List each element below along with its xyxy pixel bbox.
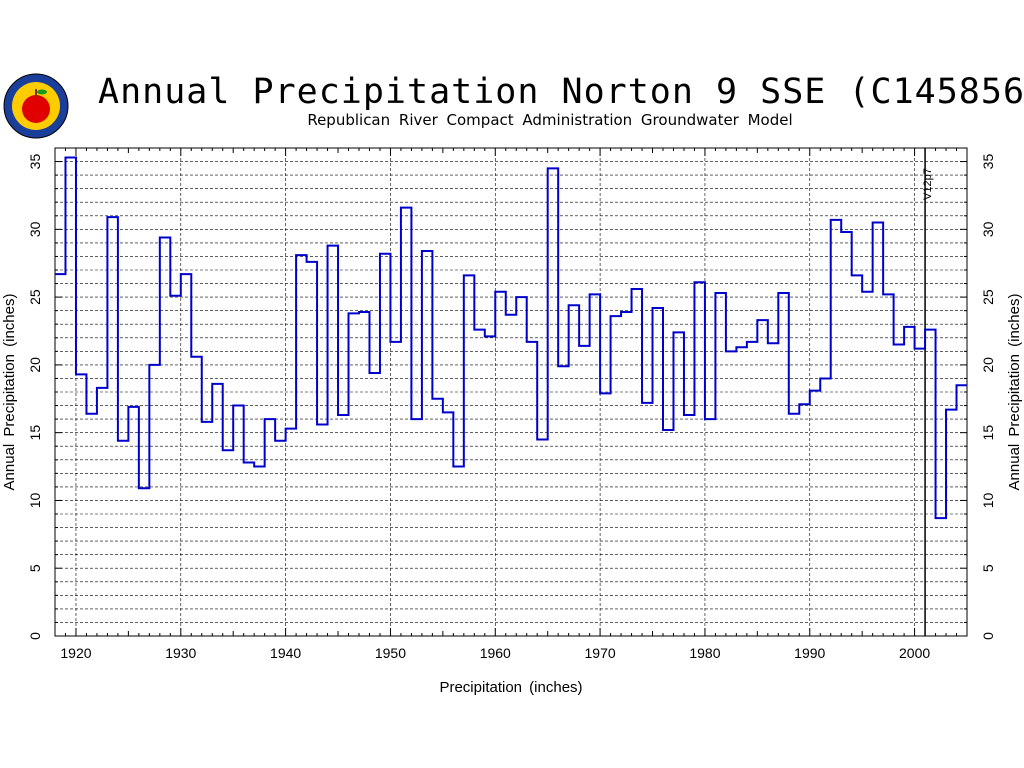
x-axis-label: Precipitation (inches) [439,679,582,696]
logo [2,72,70,145]
y-tick-label-left: 30 [27,221,43,237]
y-tick-label-left: 25 [27,289,43,305]
x-tick-label: 1930 [165,645,196,661]
y-tick-label-right: 0 [980,632,996,640]
y-tick-label-right: 15 [980,425,996,441]
y-tick-label-left: 35 [27,154,43,170]
apple-logo-icon [3,73,69,139]
x-tick-label: 1970 [585,645,616,661]
y-tick-label-left: 20 [27,357,43,373]
y-tick-label-left: 10 [27,492,43,508]
x-tick-label: 1940 [270,645,301,661]
chart-subtitle: Republican River Compact Administration … [307,111,793,129]
y-axis-label-right: Annual Precipitation (inches) [1006,294,1023,491]
x-tick-label: 2000 [899,645,930,661]
x-tick-label: 1990 [794,645,825,661]
y-tick-label-right: 25 [980,289,996,305]
x-tick-label: 1980 [689,645,720,661]
y-tick-label-right: 20 [980,357,996,373]
y-tick-label-right: 35 [980,154,996,170]
y-axis-label-left: Annual Precipitation (inches) [1,294,18,491]
x-tick-label: 1950 [375,645,406,661]
y-tick-label-left: 5 [27,564,43,572]
y-tick-label-left: 0 [27,632,43,640]
y-tick-label-right: 10 [980,492,996,508]
y-tick-label-right: 30 [980,221,996,237]
chart-title: Annual Precipitation Norton 9 SSE (C1458… [98,72,1024,112]
y-tick-label-left: 15 [27,425,43,441]
annotation-label: V12p7 [922,168,934,200]
y-tick-label-right: 5 [980,564,996,572]
x-tick-label: 1960 [480,645,511,661]
precipitation-series-line [55,156,967,520]
x-tick-label: 1920 [60,645,91,661]
